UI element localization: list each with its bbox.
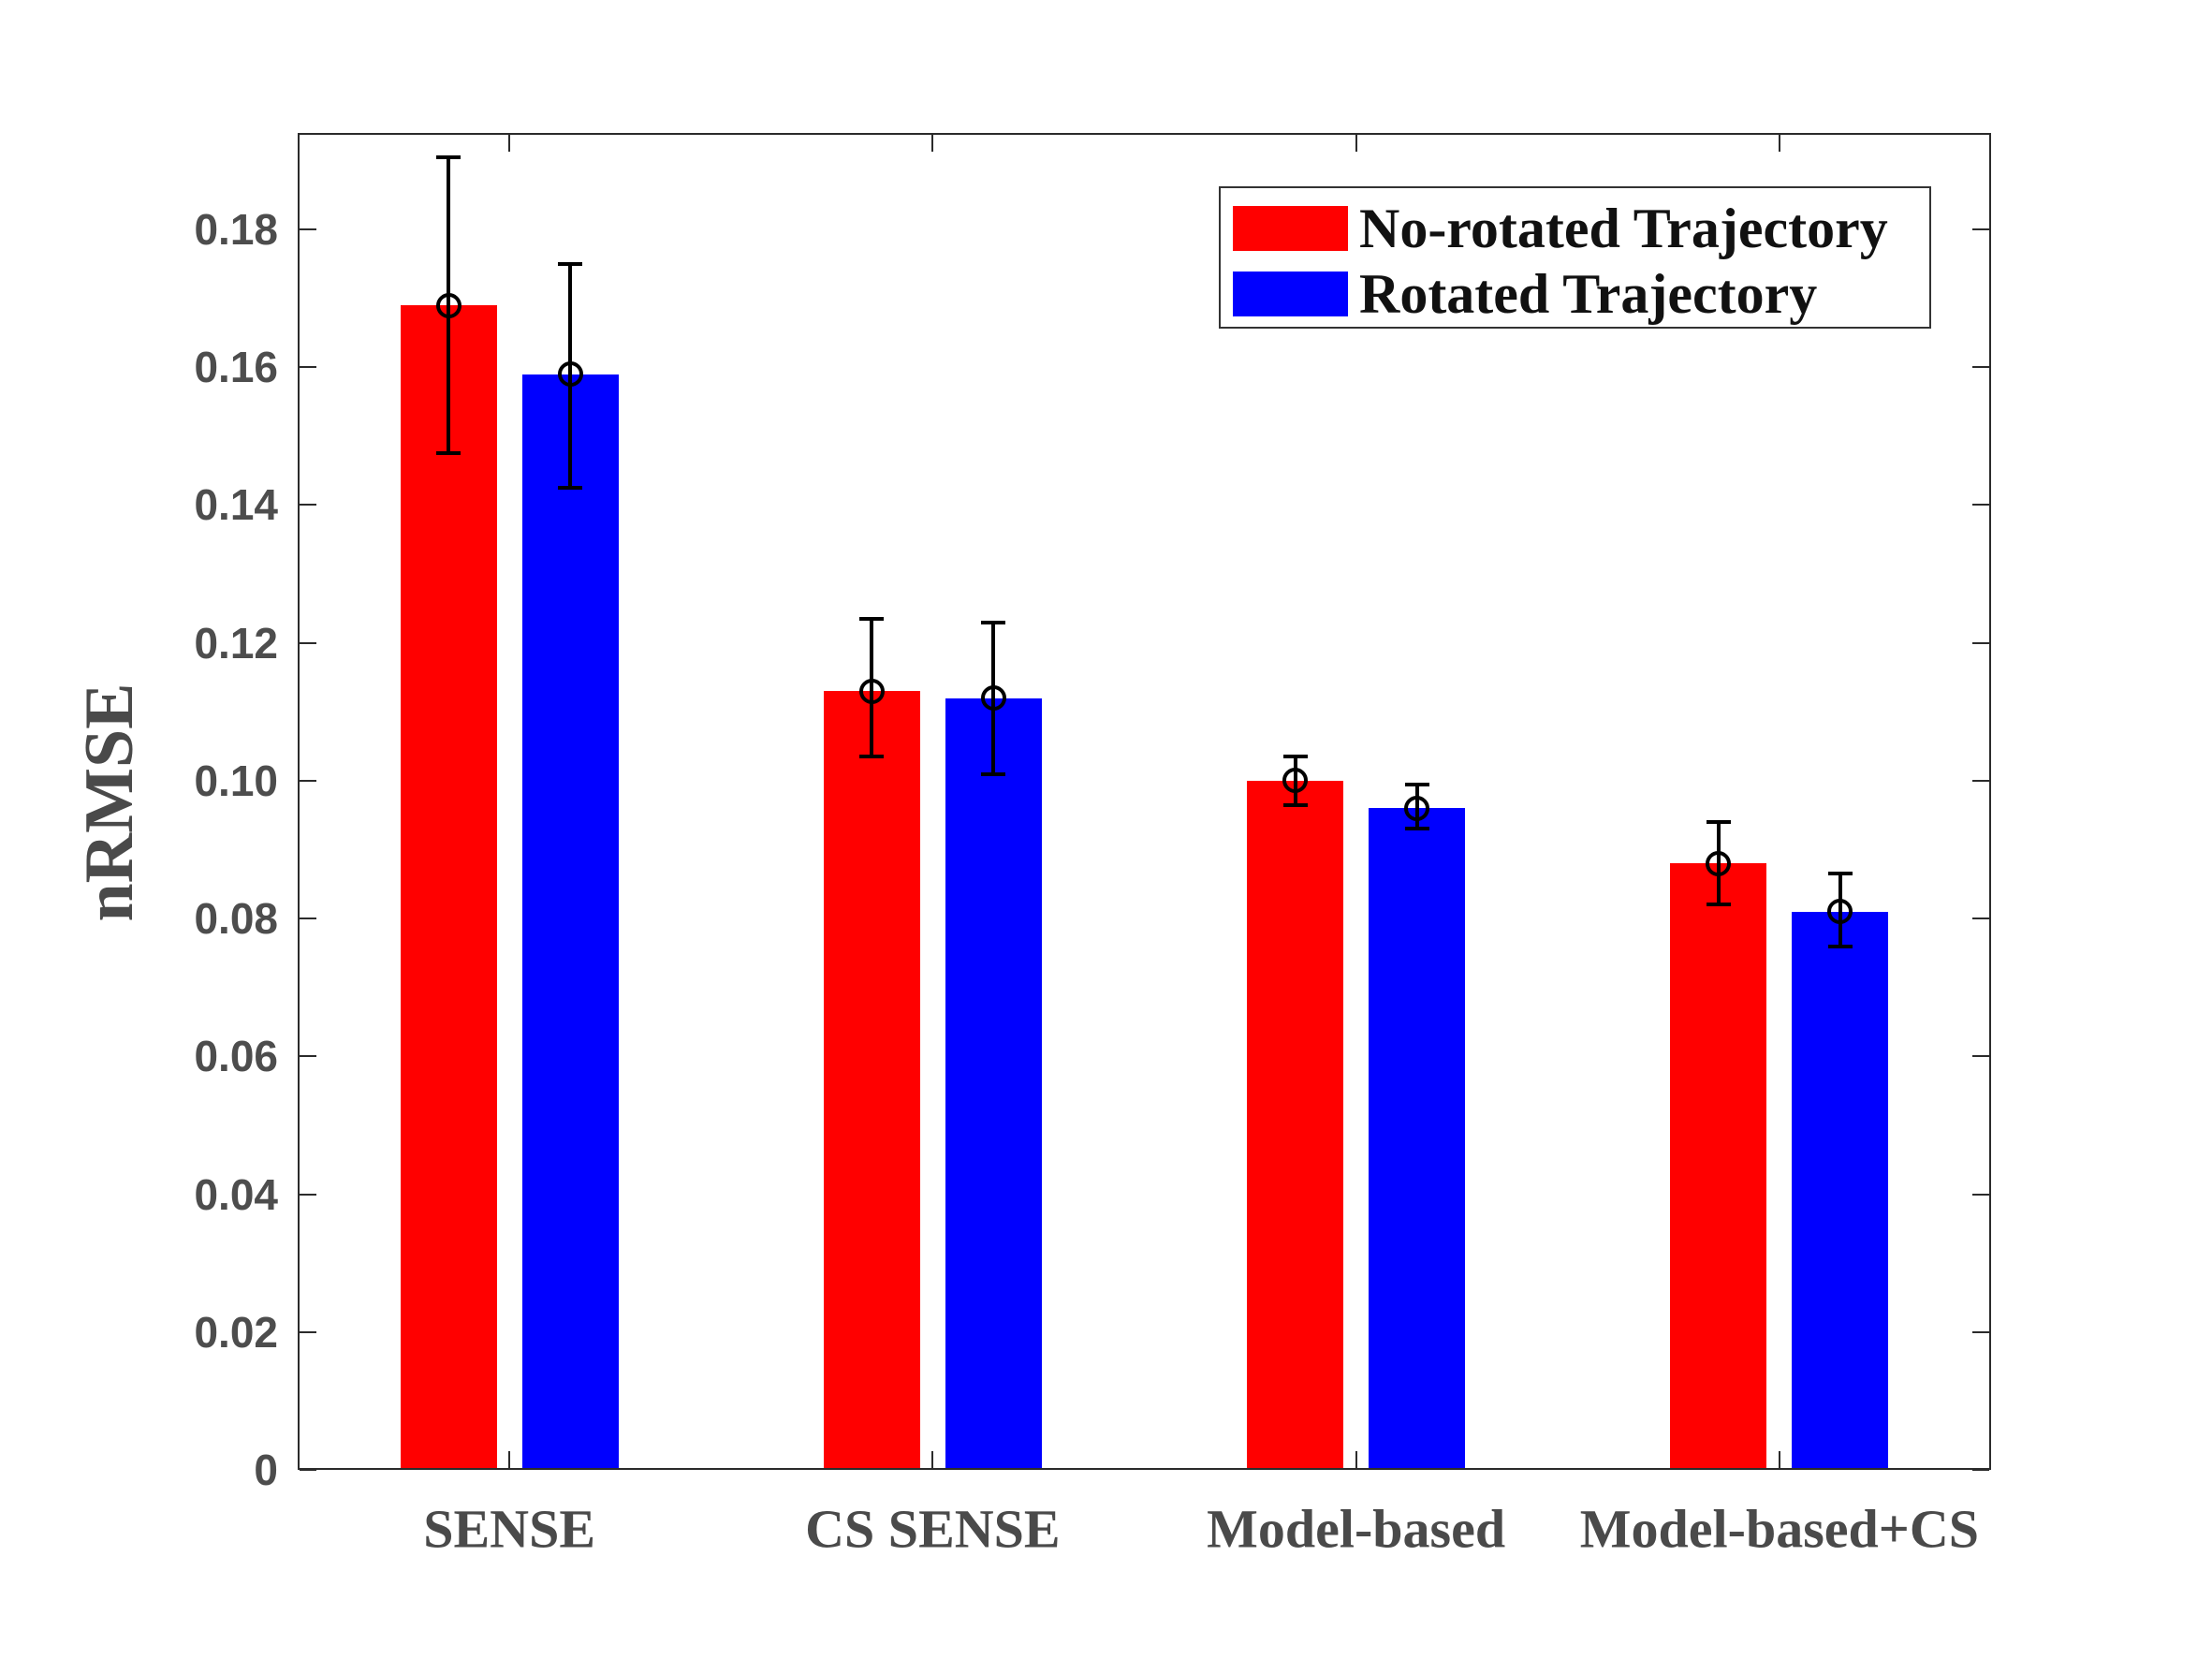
y-tick-label: 0.10: [194, 756, 278, 805]
x-tick-bottom: [1355, 1451, 1357, 1468]
x-tick-top: [1778, 135, 1780, 152]
x-tick-top: [931, 135, 934, 152]
y-tick-left: [300, 1330, 316, 1333]
bar-blue: [1792, 911, 1889, 1468]
error-bar-cap-top: [859, 616, 885, 621]
legend-item: No-rotated Trajectory: [1233, 196, 1929, 261]
error-bar-cap-bottom: [1282, 802, 1308, 807]
error-bar-cap-top: [1404, 782, 1429, 786]
error-bar-mean-marker: [1282, 768, 1309, 794]
bar-blue: [521, 374, 619, 1468]
plot-area: [298, 133, 1991, 1470]
y-tick-right: [1972, 1330, 1989, 1333]
error-bar-cap-bottom: [859, 755, 885, 759]
error-bar-cap-top: [1282, 755, 1308, 759]
error-bar-cap-top: [558, 261, 583, 266]
error-bar-cap-top: [1827, 872, 1853, 876]
legend-label: Rotated Trajectory: [1359, 263, 1818, 325]
y-tick-left: [300, 1193, 316, 1196]
legend-label: No-rotated Trajectory: [1359, 198, 1888, 259]
y-tick-left: [300, 641, 316, 644]
y-tick-right: [1972, 779, 1989, 782]
bar-red: [400, 305, 497, 1468]
y-tick-label: 0.16: [194, 343, 278, 392]
y-tick-right: [1972, 228, 1989, 231]
y-tick-left: [300, 1055, 316, 1058]
y-tick-label: 0.04: [194, 1169, 278, 1219]
error-bar-cap-top: [436, 154, 461, 159]
legend: No-rotated Trajectory Rotated Trajectory: [1219, 186, 1931, 329]
y-tick-left: [300, 918, 316, 920]
error-bar-mean-marker: [1827, 899, 1853, 925]
error-bar-mean-marker: [858, 678, 885, 704]
y-tick-label: 0.12: [194, 618, 278, 668]
y-tick-left: [300, 228, 316, 231]
bar-blue: [945, 697, 1042, 1468]
legend-item: Rotated Trajectory: [1233, 261, 1929, 327]
error-bar-mean-marker: [1404, 795, 1430, 821]
legend-swatch-icon: [1233, 272, 1348, 316]
y-tick-right: [1972, 641, 1989, 644]
error-bar-mean-marker: [1706, 850, 1732, 876]
error-bar-mean-marker: [557, 361, 583, 388]
y-tick-label: 0.14: [194, 480, 278, 530]
error-bar-cap-bottom: [558, 486, 583, 491]
bar-red: [1247, 780, 1344, 1468]
bar-red: [823, 691, 920, 1468]
y-tick-label: 0.06: [194, 1032, 278, 1081]
error-bar-cap-bottom: [1404, 827, 1429, 831]
x-category-label: SENSE: [423, 1498, 596, 1560]
error-bar-cap-top: [1706, 820, 1731, 825]
y-tick-right: [1972, 1193, 1989, 1196]
x-tick-bottom: [1778, 1451, 1780, 1468]
error-bar-cap-bottom: [1827, 944, 1853, 948]
x-tick-bottom: [508, 1451, 511, 1468]
error-bar-cap-top: [981, 620, 1006, 624]
legend-swatch-icon: [1233, 206, 1348, 251]
error-bar-cap-bottom: [436, 451, 461, 456]
y-tick-left: [300, 366, 316, 369]
bar-blue: [1369, 808, 1466, 1468]
y-tick-right: [1972, 918, 1989, 920]
error-bar-mean-marker: [980, 685, 1006, 712]
y-tick-label: 0.08: [194, 894, 278, 944]
y-tick-right: [1972, 504, 1989, 507]
x-category-label: Model-based: [1207, 1498, 1506, 1560]
x-category-label: Model-based+CS: [1579, 1498, 1979, 1560]
y-tick-right: [1972, 1055, 1989, 1058]
x-tick-top: [1355, 135, 1357, 152]
y-tick-left: [300, 1469, 316, 1471]
bar-red: [1670, 863, 1767, 1468]
x-tick-top: [508, 135, 511, 152]
y-tick-label: 0: [254, 1446, 278, 1494]
x-category-label: CS SENSE: [805, 1498, 1061, 1560]
error-bar-cap-bottom: [981, 771, 1006, 776]
x-tick-bottom: [931, 1451, 934, 1468]
y-tick-right: [1972, 366, 1989, 369]
y-tick-right: [1972, 1469, 1989, 1471]
y-tick-label: 0.02: [194, 1307, 278, 1357]
y-tick-label: 0.18: [194, 205, 278, 255]
error-bar-cap-bottom: [1706, 903, 1731, 907]
y-tick-left: [300, 779, 316, 782]
y-tick-left: [300, 504, 316, 507]
error-bar-mean-marker: [435, 292, 461, 318]
